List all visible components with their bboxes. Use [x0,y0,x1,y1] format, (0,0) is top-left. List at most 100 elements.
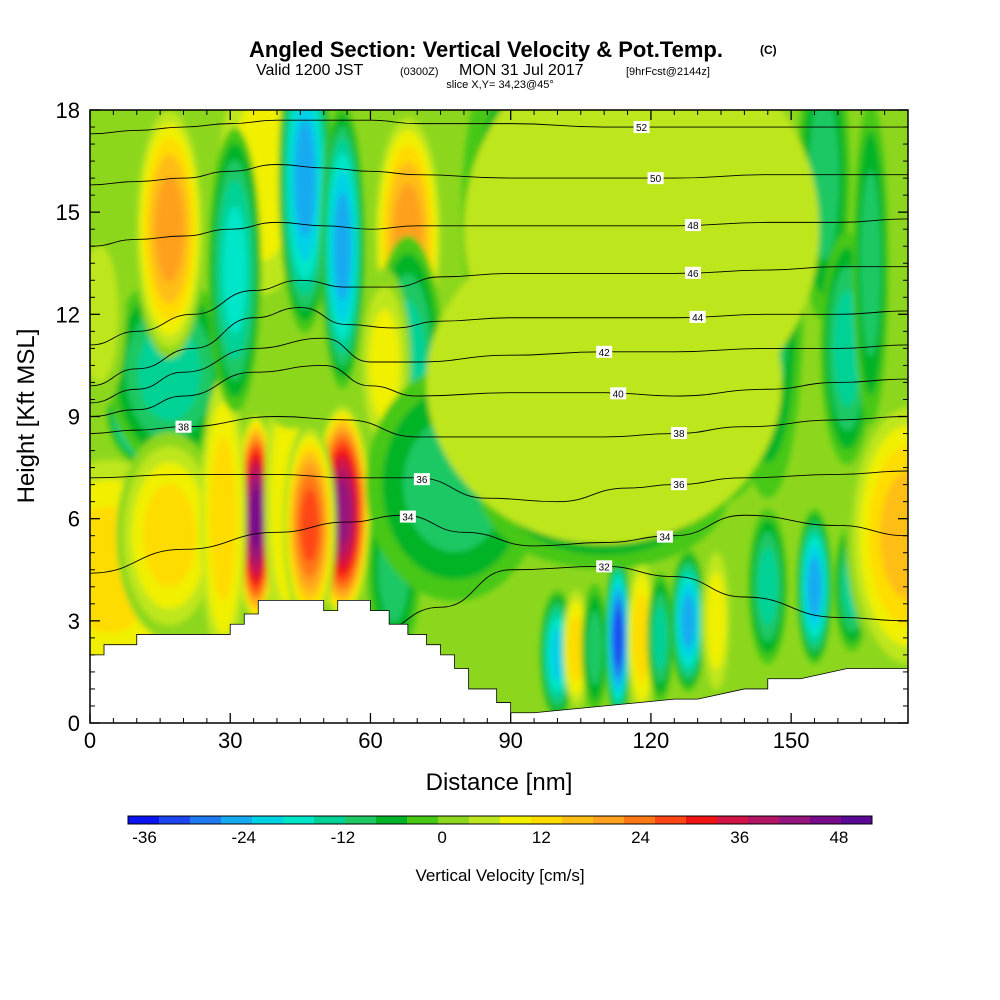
x-tick-label: 0 [84,728,96,753]
x-axis: 0 30 60 90 120 150 [84,110,886,753]
theta-contour-44 [90,307,908,387]
theta-contour-36 [90,470,908,503]
theta-contours [90,119,908,673]
y-tick-label: 18 [56,98,80,123]
theta-contour-50 [90,164,908,186]
x-tick-label: 60 [358,728,382,753]
colorbar-swatch [190,816,222,824]
theta-contour-42 [90,337,908,404]
velocity-cell [426,220,782,545]
svg-text:38: 38 [673,429,685,440]
svg-text:46: 46 [687,269,699,280]
colorbar-swatch [128,816,160,824]
velocity-cell [562,589,590,707]
colorbar-swatch [624,816,656,824]
theta-contour-40 [90,364,908,417]
chart-title-unit: (C) [760,43,777,57]
velocity-cell [208,127,262,413]
valid-time: Valid 1200 JST [256,62,364,79]
y-tick-label: 6 [68,507,80,532]
theta-contour-52 [90,119,908,135]
colorbar-swatch [159,816,191,824]
colorbar-swatch [376,816,408,824]
theta-label-52: 52 [633,121,650,134]
colorbar-swatch [407,816,439,824]
svg-text:50: 50 [650,174,662,185]
velocity-cell [670,549,707,693]
colorbar-swatch [345,816,377,824]
forecast-info: [9hrFcst@2144z] [626,66,710,78]
svg-text:40: 40 [613,389,625,400]
colorbar-tick-label: 12 [532,828,551,847]
chart-title-main: Angled Section: Vertical Velocity & Pot.… [249,37,723,62]
theta-label-48: 48 [684,219,701,232]
plot-area: 32 34 34 36 36 38 38 40 42 44 46 48 50 52 [90,110,908,723]
colorbar-tick-label: 0 [437,828,446,847]
velocity-cell [646,573,674,703]
chart-title: Angled Section: Vertical Velocity & Pot.… [249,37,777,62]
colorbar-swatch [779,816,811,824]
colorbar-tick-label: 24 [631,828,650,847]
theta-contour-labels: 32 34 34 36 36 38 38 40 42 44 46 48 50 52 [175,121,706,573]
x-tick-label: 90 [498,728,522,753]
svg-text:48: 48 [687,221,699,232]
svg-text:44: 44 [692,313,704,324]
colorbar-swatch [748,816,780,824]
velocity-cell [700,536,733,705]
y-tick-label: 12 [56,302,80,327]
colorbar-swatch [531,816,563,824]
theta-label-36: 36 [670,478,687,491]
velocity-cell [852,110,889,425]
svg-text:52: 52 [636,123,648,134]
y-tick-label: 3 [68,609,80,634]
svg-text:34: 34 [659,533,671,544]
theta-label-38: 38 [670,427,687,440]
svg-text:38: 38 [178,423,190,434]
valid-line: Valid 1200 JST (0300Z) MON 31 Jul 2017 [… [256,62,710,79]
velocity-cell [796,509,833,665]
velocity-cell [90,217,126,412]
x-tick-label: 30 [218,728,242,753]
velocity-cell [320,110,365,389]
colorbar-swatch [810,816,842,824]
svg-text:32: 32 [599,562,611,573]
colorbar-swatch [252,816,284,824]
svg-text:34: 34 [402,513,414,524]
colorbar-swatch [841,816,873,824]
colorbar-tick-label: 36 [730,828,749,847]
velocity-cell [200,376,247,662]
colorbar-label: Vertical Velocity [cm/s] [415,866,584,885]
svg-text:36: 36 [416,475,428,486]
theta-contour-48 [90,218,908,247]
valid-zulu: (0300Z) [400,66,439,78]
x-tick-label: 150 [773,728,810,753]
colorbar-tick-label: -12 [331,828,356,847]
velocity-cell [581,583,609,713]
colorbar-tick-label: 48 [829,828,848,847]
colorbar-swatch [221,816,253,824]
colorbar-swatch [593,816,625,824]
velocity-field [90,110,908,722]
theta-label-34: 34 [399,510,416,524]
slice-info: slice X,Y= 34,23@45° [446,79,554,91]
colorbar-swatch [562,816,594,824]
theta-label-36: 36 [413,473,430,486]
theta-contour-46 [90,266,908,346]
y-tick-label: 0 [68,711,80,736]
theta-contour-34 [90,514,908,574]
valid-date: MON 31 Jul 2017 [459,62,584,79]
theta-label-40: 40 [610,387,627,400]
y-axis-label: Height [Kft MSL] [13,329,40,504]
colorbar-tick-label: -36 [132,828,157,847]
velocity-cell [283,421,337,630]
colorbar-swatch [500,816,532,824]
theta-label-50: 50 [647,172,664,185]
theta-label-42: 42 [596,345,613,359]
colorbar-ticks: -36 -24 -12 0 12 24 36 48 [132,828,848,847]
svg-text:36: 36 [673,480,685,491]
svg-text:42: 42 [599,348,611,359]
velocity-cell [133,110,205,359]
y-tick-label: 9 [68,405,80,430]
